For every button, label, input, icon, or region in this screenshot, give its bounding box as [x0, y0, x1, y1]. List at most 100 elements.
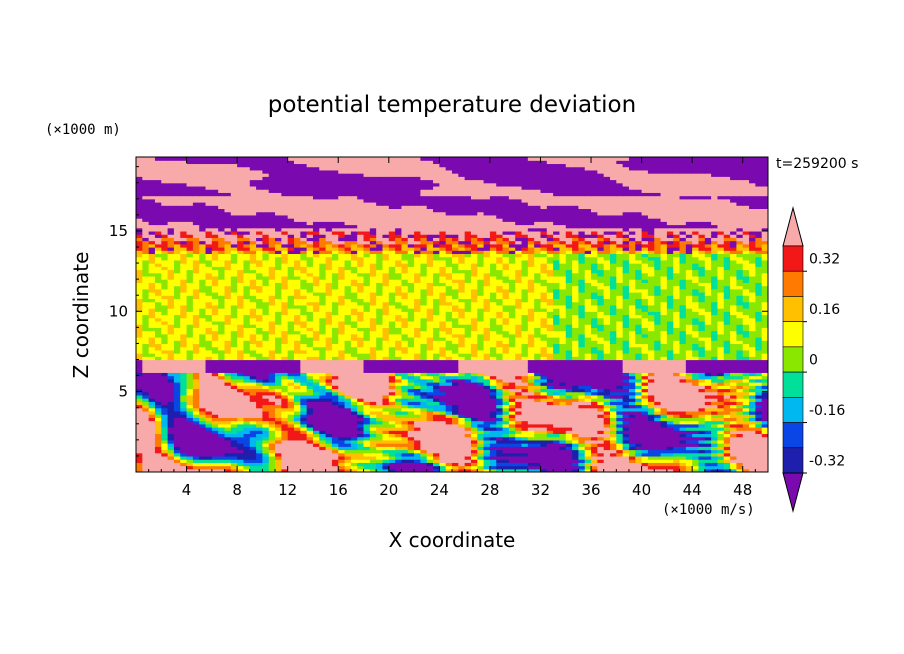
field-cell — [142, 349, 150, 354]
field-cell — [477, 385, 485, 390]
field-cell — [148, 430, 156, 435]
field-cell — [553, 401, 561, 406]
field-cell — [268, 417, 276, 422]
field-cell — [180, 388, 188, 393]
field-cell — [610, 317, 617, 322]
field-cell — [458, 465, 466, 470]
field-cell — [654, 443, 662, 447]
field-cell — [363, 427, 371, 431]
field-cell — [603, 346, 611, 351]
field-cell — [508, 401, 516, 406]
field-cell — [730, 340, 737, 345]
field-cell — [730, 382, 737, 386]
field-cell — [363, 446, 371, 451]
field-cell — [572, 414, 579, 418]
field-cell — [464, 378, 472, 383]
field-cell — [749, 446, 756, 451]
field-cell — [527, 394, 535, 399]
field-cell — [565, 369, 573, 373]
field-cell — [281, 410, 289, 415]
field-cell — [515, 401, 523, 406]
field-cell — [673, 320, 681, 325]
field-cell — [338, 349, 346, 354]
field-cell — [243, 465, 251, 470]
field-cell — [420, 436, 428, 441]
field-cell — [268, 436, 276, 441]
field-cell — [433, 353, 440, 357]
field-cell — [553, 330, 561, 335]
field-cell — [628, 346, 636, 351]
field-cell — [452, 417, 459, 422]
field-cell — [350, 327, 358, 332]
field-cell — [527, 385, 535, 390]
field-cell — [136, 430, 143, 435]
field-cell — [521, 462, 529, 467]
field-cell — [249, 462, 257, 467]
field-cell — [300, 407, 308, 412]
field-cell — [553, 462, 561, 467]
field-cell — [395, 382, 403, 386]
field-cell — [692, 465, 700, 470]
field-cell — [723, 362, 731, 367]
field-cell — [262, 391, 270, 396]
field-cell — [439, 452, 447, 457]
field-cell — [325, 324, 333, 328]
field-cell — [749, 382, 756, 386]
field-cell — [521, 404, 529, 409]
field-cell — [420, 427, 428, 431]
field-cell — [540, 443, 548, 447]
field-cell — [546, 343, 554, 348]
field-cell — [692, 427, 700, 431]
field-cell — [685, 446, 693, 451]
field-cell — [350, 382, 358, 386]
field-cell — [458, 311, 466, 316]
field-cell — [243, 433, 251, 438]
field-cell — [458, 359, 466, 364]
field-cell — [584, 362, 592, 367]
field-cell — [483, 378, 491, 383]
field-cell — [736, 465, 744, 470]
field-cell — [477, 420, 485, 425]
field-cell — [508, 375, 516, 380]
field-cell — [559, 346, 567, 351]
field-cell — [679, 427, 687, 431]
field-cell — [256, 359, 263, 364]
field-cell — [357, 465, 365, 470]
field-cell — [344, 443, 352, 447]
field-cell — [350, 404, 358, 409]
field-cell — [730, 468, 737, 472]
field-cell — [603, 427, 611, 431]
field-cell — [591, 317, 598, 322]
field-cell — [173, 439, 181, 444]
field-cell — [382, 423, 390, 428]
field-cell — [167, 333, 175, 338]
field-cell — [749, 394, 756, 399]
field-cell — [218, 337, 226, 341]
field-cell — [584, 372, 592, 377]
field-cell — [154, 372, 162, 377]
field-cell — [331, 398, 339, 402]
field-cell — [666, 446, 674, 451]
field-cell — [470, 420, 478, 425]
field-cell — [262, 398, 270, 402]
field-cell — [249, 455, 257, 460]
field-cell — [433, 391, 440, 396]
field-cell — [249, 340, 257, 345]
field-cell — [641, 333, 649, 338]
field-cell — [224, 337, 232, 341]
field-cell — [439, 391, 447, 396]
field-cell — [211, 459, 219, 463]
field-cell — [357, 427, 365, 431]
field-cell — [420, 320, 428, 325]
field-cell — [641, 340, 649, 345]
field-cell — [673, 385, 681, 390]
field-cell — [186, 452, 194, 457]
field-cell — [281, 343, 289, 348]
field-cell — [730, 459, 737, 463]
field-cell — [578, 372, 586, 377]
field-cell — [148, 372, 156, 377]
field-cell — [761, 330, 768, 335]
field-cell — [736, 346, 744, 351]
field-cell — [660, 378, 668, 383]
field-cell — [136, 446, 143, 451]
